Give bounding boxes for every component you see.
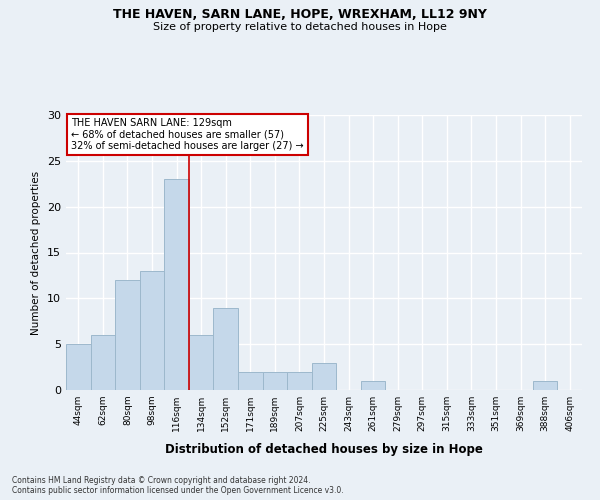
- Bar: [164, 179, 189, 390]
- Bar: [312, 362, 336, 390]
- Text: THE HAVEN SARN LANE: 129sqm
← 68% of detached houses are smaller (57)
32% of sem: THE HAVEN SARN LANE: 129sqm ← 68% of det…: [71, 118, 304, 151]
- Bar: [238, 372, 263, 390]
- Bar: [287, 372, 312, 390]
- Text: Size of property relative to detached houses in Hope: Size of property relative to detached ho…: [153, 22, 447, 32]
- Bar: [189, 335, 214, 390]
- Bar: [214, 308, 238, 390]
- Y-axis label: Number of detached properties: Number of detached properties: [31, 170, 41, 334]
- Bar: [361, 381, 385, 390]
- Text: THE HAVEN, SARN LANE, HOPE, WREXHAM, LL12 9NY: THE HAVEN, SARN LANE, HOPE, WREXHAM, LL1…: [113, 8, 487, 20]
- Bar: [140, 271, 164, 390]
- Text: Distribution of detached houses by size in Hope: Distribution of detached houses by size …: [165, 442, 483, 456]
- Bar: [91, 335, 115, 390]
- Text: Contains HM Land Registry data © Crown copyright and database right 2024.
Contai: Contains HM Land Registry data © Crown c…: [12, 476, 344, 495]
- Bar: [115, 280, 140, 390]
- Bar: [263, 372, 287, 390]
- Bar: [66, 344, 91, 390]
- Bar: [533, 381, 557, 390]
